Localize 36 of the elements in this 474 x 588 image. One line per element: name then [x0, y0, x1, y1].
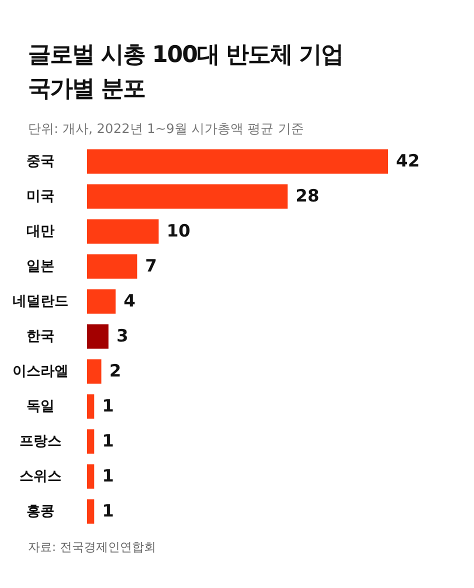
bar	[87, 184, 288, 209]
data-label: 7	[145, 256, 158, 276]
bar	[87, 394, 94, 419]
data-label: 1	[102, 502, 114, 522]
y-tick-label: 독일	[26, 398, 54, 414]
bar	[87, 429, 94, 454]
bar	[87, 149, 388, 174]
y-tick-label: 홍콩	[26, 504, 54, 520]
bar	[87, 324, 108, 349]
data-label: 10	[166, 222, 190, 242]
bar	[87, 464, 94, 489]
data-label: 42	[396, 152, 420, 172]
bar	[87, 254, 138, 279]
y-tick-label: 스위스	[20, 468, 62, 484]
y-tick-label: 중국	[26, 154, 54, 170]
y-tick-label: 프랑스	[20, 434, 62, 450]
chart-title: 글로벌 시총 100대 반도체 기업 국가별 분포	[28, 41, 344, 104]
data-label: 3	[116, 326, 128, 346]
bar	[87, 499, 94, 524]
data-label: 1	[102, 432, 114, 452]
data-label: 4	[124, 292, 136, 312]
y-tick-label: 이스라엘	[12, 364, 68, 380]
bar	[87, 359, 102, 384]
bar	[87, 219, 159, 244]
data-label: 1	[102, 466, 114, 486]
bar	[87, 289, 116, 314]
chart-subtitle: 단위: 개사, 2022년 1~9월 시가총액 평균 기준	[28, 121, 305, 138]
y-tick-label: 미국	[26, 188, 54, 204]
data-label: 2	[109, 362, 122, 382]
y-tick-label: 네덜란드	[12, 294, 68, 310]
y-tick-label: 일본	[26, 258, 54, 274]
data-label: 28	[296, 186, 320, 206]
data-label: 1	[102, 396, 114, 416]
text: 자료: 전국경제인연합회	[28, 539, 157, 556]
y-tick-label: 한국	[26, 328, 54, 344]
y-tick-label: 대만	[26, 224, 54, 240]
